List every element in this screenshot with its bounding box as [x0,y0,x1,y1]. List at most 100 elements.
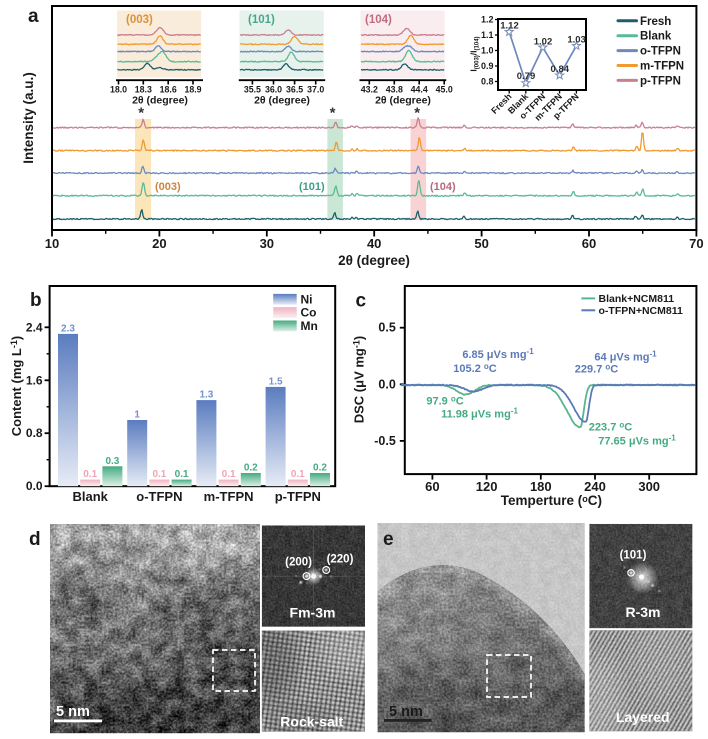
svg-text:10: 10 [45,236,59,251]
svg-text:0.79: 0.79 [517,71,536,82]
svg-text:105.2 oC: 105.2 oC [453,362,496,375]
svg-text:0.1: 0.1 [152,469,166,480]
svg-text:35.5: 35.5 [244,85,261,95]
svg-text:40: 40 [367,236,381,251]
svg-text:1.1: 1.1 [481,30,494,40]
svg-text:45.0: 45.0 [436,85,453,95]
svg-text:120: 120 [476,479,498,494]
svg-text:2θ (degree): 2θ (degree) [132,95,188,107]
svg-text:-0.5: -0.5 [374,434,396,448]
svg-text:1.02: 1.02 [534,37,553,48]
svg-text:77.65 μVs mg-1: 77.65 μVs mg-1 [598,433,676,447]
svg-text:Intensity (a.u.): Intensity (a.u.) [21,72,36,164]
svg-text:1.6: 1.6 [26,373,43,387]
svg-text:11.98 μVs mg-1: 11.98 μVs mg-1 [441,407,518,421]
svg-text:(101): (101) [248,14,275,26]
svg-text:18.3: 18.3 [135,85,152,95]
svg-text:223.7 oC: 223.7 oC [589,420,632,433]
svg-text:0.2: 0.2 [244,463,258,474]
svg-text:37.0: 37.0 [307,85,324,95]
svg-text:0.1: 0.1 [222,469,236,480]
svg-text:Fm-3m: Fm-3m [290,605,336,621]
svg-text:e: e [383,529,394,550]
svg-text:97.9 oC: 97.9 oC [426,395,463,408]
svg-text:36.0: 36.0 [265,85,282,95]
svg-text:a: a [28,6,39,27]
svg-text:Fresh: Fresh [640,16,671,28]
svg-text:*: * [330,105,336,122]
svg-text:30: 30 [260,236,274,251]
svg-text:(101): (101) [299,181,325,193]
svg-text:p-TFPN: p-TFPN [275,489,321,504]
svg-text:b: b [30,290,42,311]
svg-text:43.2: 43.2 [361,85,378,95]
svg-text:60: 60 [582,236,596,251]
svg-text:18.9: 18.9 [184,85,201,95]
svg-text:1.0: 1.0 [481,46,494,56]
svg-text:Layered: Layered [616,709,670,725]
svg-text:(003): (003) [126,14,153,26]
svg-text:DSC (μV mg-1): DSC (μV mg-1) [352,336,367,423]
svg-text:o-TFPN: o-TFPN [640,46,681,58]
svg-text:2.4: 2.4 [26,320,43,334]
svg-text:18.0: 18.0 [110,85,127,95]
svg-text:c: c [356,291,367,312]
svg-text:240: 240 [584,479,606,494]
svg-text:(104): (104) [430,181,456,193]
svg-text:0.1: 0.1 [175,469,189,480]
svg-text:5 nm: 5 nm [389,704,423,720]
svg-text:43.8: 43.8 [386,85,403,95]
svg-text:Co: Co [301,306,317,320]
svg-text:60: 60 [425,479,439,494]
svg-text:0.9: 0.9 [481,61,494,71]
svg-text:229.7 oC: 229.7 oC [575,363,618,376]
svg-text:2.3: 2.3 [61,323,75,334]
svg-text:0.1: 0.1 [83,469,97,480]
svg-text:Rock-salt: Rock-salt [280,714,343,730]
svg-text:m-TFPN: m-TFPN [204,489,254,504]
svg-text:2θ (degree): 2θ (degree) [338,253,410,268]
svg-text:*: * [414,105,420,122]
svg-text:2θ (degree): 2θ (degree) [254,95,310,107]
svg-text:2θ (degree): 2θ (degree) [375,95,431,107]
svg-text:20: 20 [152,236,166,251]
svg-text:0.8: 0.8 [26,426,43,440]
svg-text:Temperture (oC): Temperture (oC) [501,493,602,508]
svg-text:1: 1 [134,410,140,421]
svg-text:(101): (101) [620,550,647,562]
svg-text:(003): (003) [155,181,181,193]
svg-text:(220): (220) [327,554,354,566]
svg-text:Ni: Ni [301,292,313,306]
svg-text:(104): (104) [365,14,392,26]
svg-text:18.6: 18.6 [160,85,177,95]
svg-text:Blank: Blank [72,489,108,504]
svg-text:*: * [138,105,144,122]
svg-text:0.8: 0.8 [481,77,494,87]
svg-text:(200): (200) [285,557,312,569]
svg-text:d: d [29,529,41,550]
svg-text:44.4: 44.4 [411,85,428,95]
svg-text:1.03: 1.03 [567,35,586,46]
svg-text:Blank+NCM811: Blank+NCM811 [599,293,675,305]
svg-text:p-TFPN: p-TFPN [640,75,681,87]
svg-text:0.2: 0.2 [313,463,327,474]
svg-text:300: 300 [638,479,660,494]
svg-text:0.0: 0.0 [26,479,43,493]
svg-text:1.2: 1.2 [481,15,494,25]
svg-text:Mn: Mn [301,319,318,333]
svg-text:50: 50 [474,236,488,251]
svg-text:1.12: 1.12 [500,20,519,31]
svg-text:0.0: 0.0 [378,377,395,391]
svg-text:o-TFPN+NCM811: o-TFPN+NCM811 [599,305,683,317]
svg-text:0.5: 0.5 [378,321,395,335]
svg-text:Blank: Blank [640,31,672,43]
svg-text:64 μVs mg-1: 64 μVs mg-1 [594,350,657,364]
svg-text:6.85 μVs mg-1: 6.85 μVs mg-1 [462,347,534,361]
svg-text:R-3m: R-3m [625,604,660,620]
svg-text:1.3: 1.3 [199,390,213,401]
svg-text:1.5: 1.5 [269,376,283,387]
svg-text:36.5: 36.5 [286,85,303,95]
svg-text:0.1: 0.1 [291,469,305,480]
svg-text:m-TFPN: m-TFPN [640,61,684,73]
svg-text:70: 70 [689,236,703,251]
